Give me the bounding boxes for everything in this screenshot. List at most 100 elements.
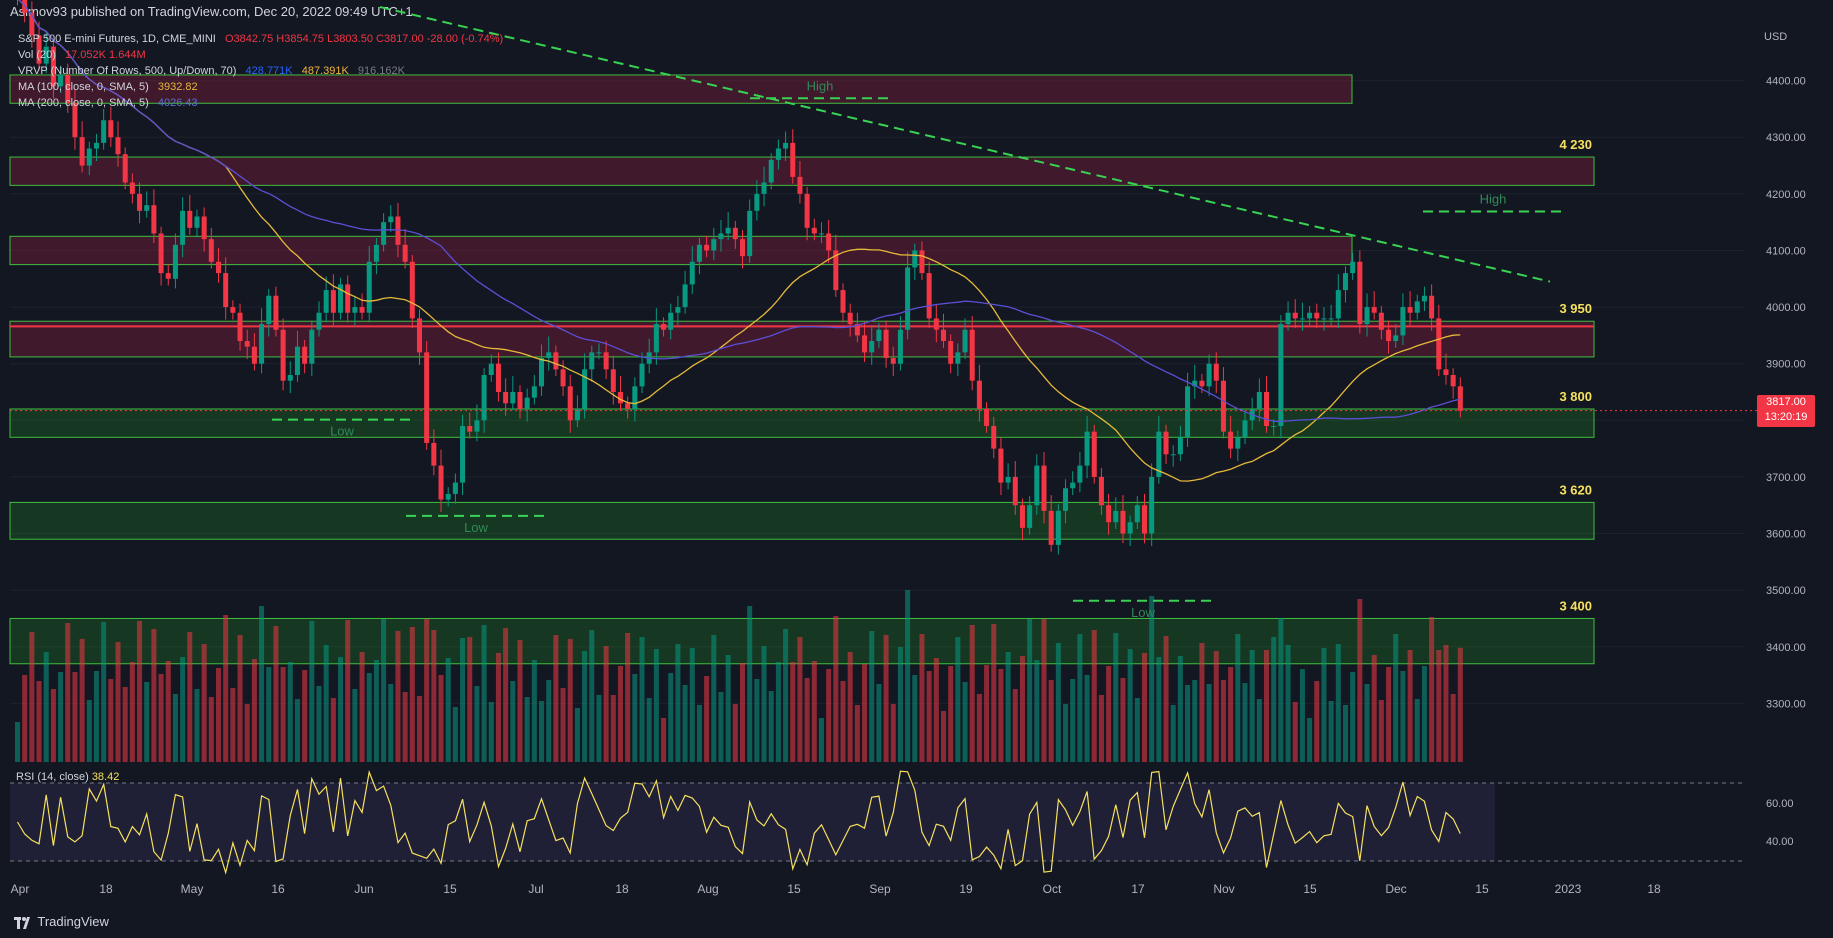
candle-body: [36, 35, 42, 64]
volume-bar: [1278, 618, 1284, 762]
candle-body: [919, 250, 925, 274]
candle-body: [58, 74, 64, 87]
volume-bar: [1134, 698, 1140, 762]
volume-bar: [596, 695, 602, 762]
volume-bar: [1307, 718, 1313, 762]
candle-body: [603, 352, 609, 370]
volume-bar: [553, 635, 559, 762]
y-tick-label: 4300.00: [1766, 132, 1806, 144]
rsi-legend[interactable]: RSI (14, close) 38.42: [16, 771, 119, 783]
candle-body: [460, 425, 466, 483]
legend-symbol-row[interactable]: S&P 500 E-mini Futures, 1D, CME_MINI O38…: [18, 31, 509, 47]
volume-bar: [223, 615, 229, 762]
volume-bar: [1436, 650, 1442, 762]
volume-bar: [1386, 667, 1392, 762]
legend-ma100-row[interactable]: MA (100, close, 0, SMA, 5) 3932.82: [18, 79, 509, 95]
volume-bar: [36, 681, 42, 762]
candle-body: [610, 369, 616, 392]
volume-bar: [998, 669, 1004, 762]
volume-bar: [761, 646, 767, 762]
x-tick-label: 16: [271, 882, 285, 896]
candle-body: [1407, 307, 1413, 313]
y-tick-label: 4200.00: [1766, 189, 1806, 201]
candle-body: [352, 307, 358, 313]
volume-bar: [1357, 599, 1363, 762]
candle-body: [1292, 312, 1298, 319]
legend-ma200-row[interactable]: MA (200, close, 0, SMA, 5) 4026.43: [18, 95, 509, 111]
price-chart[interactable]: 4400.00 4300.00 4200.00 4100.00 4000.00 3900.…: [0, 0, 1833, 906]
extreme-label: Low: [1131, 605, 1155, 620]
x-tick-label: 17: [1131, 882, 1145, 896]
x-tick-label: 15: [443, 882, 457, 896]
candle-body: [912, 250, 918, 268]
zone-level-label: 3 620: [1559, 482, 1592, 497]
candle-body: [969, 329, 975, 381]
volume-bar: [151, 629, 157, 762]
candle-body: [811, 227, 817, 234]
rsi-tick-label: 40.00: [1766, 836, 1794, 848]
volume-bar: [704, 676, 710, 762]
candle-body: [1271, 425, 1277, 427]
x-tick-label: Aug: [697, 882, 718, 896]
volume-bar: [976, 694, 982, 762]
candle-body: [1457, 386, 1463, 411]
volume-bar: [603, 646, 609, 762]
volume-bar: [381, 619, 387, 762]
volume-bar: [1213, 651, 1219, 762]
candle-body: [1141, 505, 1148, 534]
candle-body: [1414, 301, 1420, 313]
candle-body: [230, 307, 236, 313]
volume-bar: [187, 632, 193, 762]
candle-body: [1170, 454, 1176, 456]
candle-body: [761, 182, 767, 194]
candle-body: [409, 261, 415, 319]
candle-body: [137, 193, 143, 211]
volume-bar: [732, 704, 738, 762]
legend-vrvp-row[interactable]: VRVP (Number Of Rows, 500, Up/Down, 70) …: [18, 63, 509, 79]
candle-body: [510, 392, 516, 404]
legend-vol-row[interactable]: Vol (20) 17.052K 1.644M: [18, 47, 509, 63]
candle-body: [373, 244, 379, 262]
x-tick-label: 18: [615, 882, 629, 896]
candle-body: [1342, 273, 1348, 291]
rsi-line: [16, 769, 1461, 875]
descending-trendline: [379, 6, 1551, 283]
candle-body: [29, 12, 35, 36]
volume-bar: [1041, 619, 1047, 762]
volume-bar: [926, 671, 932, 762]
volume-bar: [1177, 656, 1183, 762]
volume-bar: [1063, 704, 1069, 762]
candle-body: [115, 137, 121, 155]
candle-body: [1213, 363, 1219, 381]
volume-bar: [610, 695, 616, 762]
volume-bar: [1113, 633, 1119, 762]
candle-body: [574, 408, 580, 421]
volume-bar: [251, 659, 257, 762]
volume-bar: [847, 652, 853, 762]
legend: S&P 500 E-mini Futures, 1D, CME_MINI O38…: [18, 31, 509, 111]
publish-header: Asimov93 published on TradingView.com, D…: [0, 0, 1833, 24]
candle-body: [1012, 476, 1018, 506]
y-tick-label: 3700.00: [1766, 472, 1806, 484]
candle-body: [1113, 510, 1119, 523]
candle-body: [366, 261, 372, 313]
candle-body: [1027, 505, 1033, 528]
volume-bar: [294, 699, 300, 762]
ma200-line: [18, 0, 1461, 422]
candle-body: [144, 205, 150, 211]
candle-body: [359, 307, 365, 313]
y-tick-label: 3500.00: [1766, 585, 1806, 597]
volume-bar: [108, 679, 114, 762]
volume-bar: [984, 665, 990, 762]
volume-bar: [1185, 685, 1191, 762]
candle-body: [790, 142, 796, 177]
volume-bar: [79, 639, 85, 762]
candle-body: [531, 386, 537, 398]
candle-body: [50, 46, 56, 87]
volume-bar: [402, 692, 408, 762]
volume-bar: [955, 637, 961, 762]
volume-bar: [919, 634, 925, 762]
volume-bar: [481, 625, 487, 762]
candle-body: [495, 363, 501, 392]
candle-body: [847, 312, 853, 325]
